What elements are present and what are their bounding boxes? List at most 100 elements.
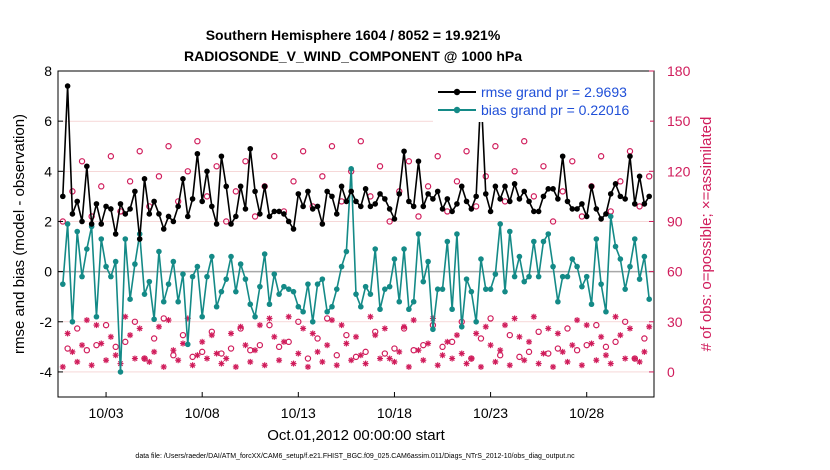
obs-assimilated-marker [598, 333, 605, 340]
obs-asterisk-stroke [108, 334, 114, 340]
obs-possible-marker [439, 343, 446, 351]
obs-possible-marker [597, 153, 605, 160]
obs-assimilated-marker [526, 338, 533, 345]
bias-point [300, 308, 306, 315]
obs-asterisk-stroke [540, 350, 547, 357]
rmse-point [79, 218, 85, 225]
obs-assimilated-marker [343, 340, 350, 347]
rmse-point [146, 211, 153, 217]
obs-asterisk-stroke [401, 324, 407, 330]
obs-asterisk-stroke [372, 332, 378, 338]
obs-assimilated-marker [521, 357, 528, 364]
rmse-point [367, 203, 374, 210]
obs-asterisk-stroke [295, 350, 301, 357]
rmse-point [290, 226, 297, 232]
bias-point [122, 236, 129, 242]
rmse-series [60, 83, 652, 242]
obs-possible-marker [299, 148, 307, 155]
rmse-point [348, 188, 354, 195]
obs-assimilated-marker [194, 352, 201, 359]
obs-possible-marker [434, 153, 441, 160]
obs-possible-marker [424, 183, 432, 190]
rmse-point [170, 218, 177, 225]
obs-asterisk-stroke [415, 347, 422, 353]
obs-assimilated-marker [574, 317, 581, 324]
obs-asterisk-stroke [497, 347, 503, 353]
obs-possible-marker [545, 350, 552, 357]
bias-point [603, 308, 609, 315]
y-right-tick-label: 120 [667, 163, 691, 179]
obs-asterisk-stroke [223, 355, 229, 362]
rmse-point [276, 208, 282, 215]
bias-point [521, 278, 528, 285]
rmse-point [74, 198, 81, 205]
bias-point [305, 281, 311, 287]
obs-asterisk-stroke [79, 342, 85, 348]
obs-asterisk-stroke [478, 364, 484, 370]
bias-point [223, 276, 230, 282]
rmse-point [406, 198, 412, 205]
obs-possible-marker [549, 218, 557, 225]
obs-assimilated-marker [304, 363, 311, 370]
obs-asterisk-stroke [367, 314, 374, 320]
rmse-point [261, 183, 268, 190]
bias-point [631, 236, 638, 242]
bias-point [112, 258, 119, 265]
obs-assimilated-marker [554, 330, 561, 337]
y-tick-label: 0 [44, 264, 52, 280]
obs-asterisk-stroke [300, 325, 306, 332]
obs-asterisk-stroke [579, 362, 585, 368]
rmse-point [233, 213, 239, 220]
bias-point [430, 326, 436, 333]
rmse-point [468, 206, 475, 212]
rmse-point [257, 211, 263, 217]
obs-possible-marker [266, 321, 273, 329]
obs-possible-marker [290, 178, 297, 185]
obs-assimilated-marker [357, 352, 364, 359]
rmse-point [583, 213, 590, 220]
obs-asterisk-stroke [468, 355, 474, 362]
obs-assimilated-marker [578, 362, 585, 369]
obs-possible-marker [540, 163, 547, 170]
obs-possible-marker [122, 338, 129, 346]
obs-assimilated-marker [463, 360, 470, 367]
obs-asterisk-stroke [175, 357, 181, 363]
obs-asterisk-stroke [564, 359, 571, 365]
obs-assimilated-marker [69, 348, 76, 355]
obs-assimilated-marker [564, 358, 571, 365]
rmse-point [132, 188, 138, 195]
bias-point [141, 291, 148, 297]
bias-point [132, 261, 138, 267]
obs-asterisk-stroke [247, 359, 253, 365]
rmse-point [458, 183, 465, 190]
bias-point [309, 318, 316, 325]
obs-asterisk-stroke [113, 352, 119, 358]
x-axis-ticks: 10/03 10/08 10/13 10/18 10/23 10/28 [89, 392, 604, 421]
obs-assimilated-marker [550, 363, 557, 370]
obs-asterisk-stroke [454, 332, 460, 338]
bias-point [338, 263, 345, 270]
obs-asterisk-stroke [165, 317, 172, 323]
obs-asterisk-stroke [608, 360, 614, 367]
bias-point [213, 303, 220, 310]
obs-assimilated-marker [309, 330, 316, 337]
obs-assimilated-marker [583, 322, 590, 329]
obs-assimilated-marker [314, 348, 321, 355]
obs-possible-marker [559, 188, 566, 195]
obs-asterisk-stroke [141, 355, 148, 362]
obs-asterisk-stroke [122, 314, 128, 320]
obs-possible-marker [285, 338, 292, 346]
bias-point [290, 288, 297, 295]
rmse-point [165, 213, 172, 220]
rmse-point [271, 208, 278, 215]
rmse-point [598, 216, 604, 222]
obs-possible-marker [617, 178, 624, 185]
obs-asterisk-stroke [209, 332, 215, 338]
bias-point [276, 291, 282, 297]
obs-possible-marker [381, 350, 389, 357]
bias-point [228, 253, 234, 260]
bias-point [415, 231, 422, 237]
obs-asterisk-stroke [233, 364, 239, 370]
obs-possible-marker [343, 331, 350, 339]
obs-assimilated-marker [155, 323, 162, 330]
